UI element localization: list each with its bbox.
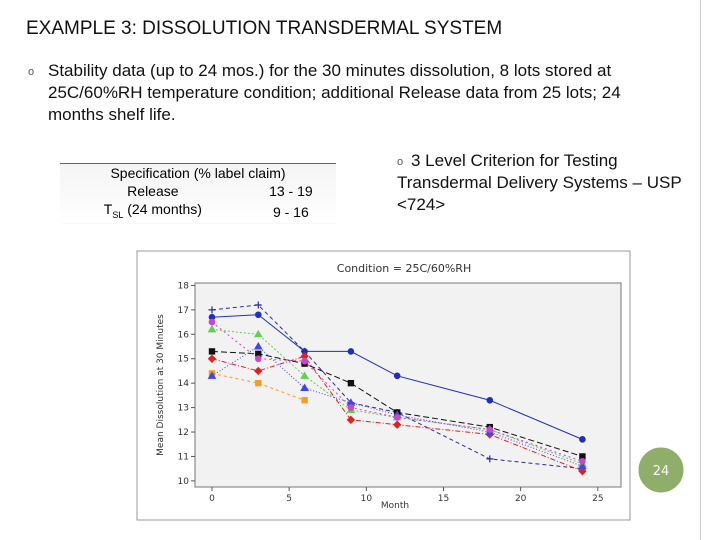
point bbox=[301, 397, 308, 404]
series-line bbox=[211, 372, 305, 401]
bullet-marker: o bbox=[397, 156, 404, 168]
y-tick-label: 17 bbox=[178, 306, 189, 316]
y-tick-label: 13 bbox=[178, 404, 189, 414]
point bbox=[300, 383, 309, 392]
cell-text: (24 months) bbox=[123, 201, 202, 217]
point bbox=[393, 414, 401, 421]
side-bullet-text: 3 Level Criterion for Testing Transderma… bbox=[397, 151, 682, 214]
y-tick-label: 15 bbox=[178, 355, 189, 365]
cell-text: T bbox=[103, 201, 113, 217]
x-tick-label: 5 bbox=[286, 494, 292, 504]
point bbox=[207, 324, 217, 333]
table-cell: 9 - 16 bbox=[272, 203, 309, 220]
point bbox=[486, 396, 494, 404]
point bbox=[208, 348, 216, 355]
y-tick-label: 14 bbox=[178, 379, 190, 389]
point bbox=[255, 379, 262, 387]
point bbox=[300, 371, 309, 379]
point bbox=[578, 466, 587, 476]
point bbox=[393, 372, 401, 380]
point bbox=[392, 420, 402, 429]
point bbox=[253, 342, 263, 350]
point bbox=[254, 355, 262, 363]
y-tick-label: 18 bbox=[178, 281, 190, 291]
x-axis-label: Month bbox=[381, 501, 409, 511]
plot-area bbox=[194, 282, 622, 488]
point bbox=[254, 301, 262, 309]
y-tick-label: 11 bbox=[178, 452, 189, 462]
spec-table: Specification (% label claim) Release 13 … bbox=[60, 163, 336, 224]
point bbox=[486, 426, 494, 433]
point bbox=[486, 455, 494, 463]
point bbox=[579, 436, 586, 443]
side-bullet: 3 Level Criterion for Testing Transderma… bbox=[397, 150, 697, 216]
chart-title: Condition = 25C/60%RH bbox=[337, 262, 471, 275]
bullet-text: Stability data (up to 24 mos.) for the 3… bbox=[48, 61, 621, 124]
table-cell: 13 - 19 bbox=[269, 183, 313, 199]
x-tick-label: 20 bbox=[515, 494, 527, 504]
point bbox=[208, 306, 216, 314]
bullet-marker: o bbox=[28, 66, 35, 78]
point bbox=[579, 458, 586, 465]
x-tick-label: 0 bbox=[209, 494, 215, 504]
slide-number-badge bbox=[635, 444, 687, 496]
point bbox=[254, 366, 263, 376]
slide-number: 24 bbox=[653, 464, 670, 479]
cell-text: Release bbox=[127, 183, 179, 199]
point bbox=[347, 404, 355, 411]
point bbox=[301, 357, 308, 365]
table-cell: Release bbox=[60, 182, 246, 200]
y-tick-label: 16 bbox=[178, 330, 190, 340]
point bbox=[346, 415, 356, 425]
x-tick-label: 15 bbox=[438, 494, 449, 504]
point bbox=[253, 329, 263, 338]
y-tick-label: 12 bbox=[178, 428, 189, 438]
point bbox=[347, 348, 355, 355]
point bbox=[208, 318, 216, 326]
cell-sub: SL bbox=[112, 209, 124, 220]
x-tick-label: 25 bbox=[592, 494, 603, 504]
slide-title: EXAMPLE 3: DISSOLUTION TRANSDERMAL SYSTE… bbox=[26, 18, 503, 39]
table-header: Specification (% label claim) bbox=[60, 163, 336, 182]
y-axis-label: Mean Dissolution at 30 Minutes bbox=[156, 314, 166, 456]
point bbox=[347, 379, 355, 387]
point bbox=[578, 461, 587, 470]
table-cell: TSL (24 months) bbox=[60, 200, 246, 224]
point bbox=[207, 354, 217, 363]
point bbox=[207, 371, 217, 379]
slide-edge bbox=[700, 0, 701, 540]
x-tick-label: 10 bbox=[361, 494, 373, 504]
point bbox=[254, 311, 262, 319]
y-tick-label: 10 bbox=[178, 477, 190, 487]
